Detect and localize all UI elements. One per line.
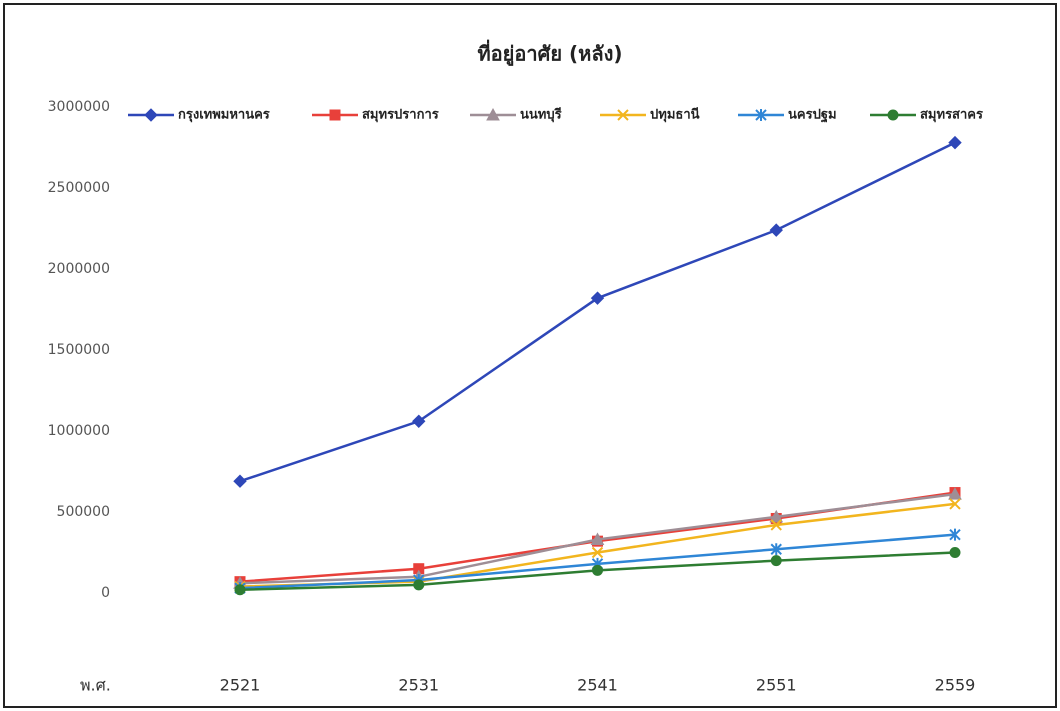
legend-label: สมุทรสาคร	[920, 108, 983, 123]
marker	[769, 509, 784, 523]
marker	[592, 564, 603, 576]
marker	[948, 487, 962, 500]
marker	[770, 543, 782, 556]
marker	[590, 291, 605, 305]
marker	[755, 109, 767, 121]
legend-label: สมุทรปราการ	[362, 108, 439, 123]
marker	[329, 109, 341, 121]
frame	[3, 3, 1057, 708]
x-axis-label: พ.ศ.	[80, 676, 111, 695]
y-tick-label: 2000000	[48, 261, 110, 277]
marker	[949, 528, 961, 541]
x-tick-label: 2541	[577, 676, 618, 695]
legend-label: นนทบุรี	[520, 107, 562, 123]
x-tick-label: 2559	[935, 676, 976, 695]
legend-label: นครปฐม	[788, 108, 837, 124]
legend-label: กรุงเทพมหานคร	[178, 108, 270, 123]
marker	[486, 107, 500, 121]
series-line	[239, 141, 956, 483]
marker	[948, 135, 962, 150]
y-tick-label: 500000	[57, 504, 110, 520]
x-tick-label: 2531	[398, 676, 439, 695]
marker	[590, 532, 605, 546]
legend-label: ปทุมธานี	[650, 107, 700, 123]
marker	[233, 474, 247, 488]
marker	[949, 498, 961, 510]
marker	[234, 584, 246, 596]
marker	[412, 414, 426, 428]
marker	[144, 108, 158, 122]
y-tick-label: 2500000	[48, 180, 110, 196]
y-tick-label: 0	[101, 585, 110, 601]
marker	[617, 109, 629, 121]
x-tick-label: 2551	[756, 676, 797, 695]
y-tick-label: 3000000	[48, 99, 110, 115]
marker	[591, 546, 604, 559]
marker	[949, 547, 961, 558]
x-tick-label: 2521	[220, 676, 261, 695]
marker	[770, 519, 782, 531]
marker	[887, 109, 899, 121]
marker	[770, 555, 782, 567]
chart-title: ที่อยู่อาศัย (หลัง)	[477, 39, 622, 68]
y-tick-label: 1000000	[48, 423, 110, 439]
marker	[413, 579, 425, 591]
marker	[769, 223, 783, 237]
y-tick-label: 1500000	[48, 342, 110, 358]
